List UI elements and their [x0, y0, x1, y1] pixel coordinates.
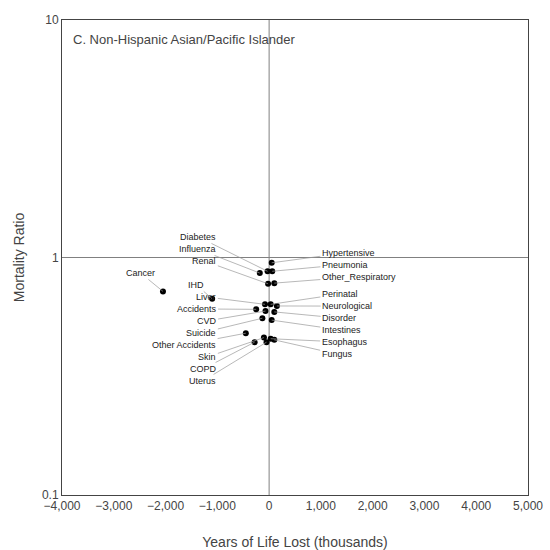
svg-text:Mortality Ratio: Mortality Ratio — [11, 213, 27, 303]
svg-text:Pneumonia: Pneumonia — [322, 260, 368, 270]
svg-text:C. Non-Hispanic Asian/Pacific: C. Non-Hispanic Asian/Pacific Islander — [73, 32, 295, 47]
svg-text:Uterus: Uterus — [189, 376, 216, 386]
svg-text:0: 0 — [266, 499, 273, 513]
svg-text:Neurological: Neurological — [322, 301, 372, 311]
svg-text:Liver: Liver — [196, 292, 216, 302]
svg-text:−2,000: −2,000 — [147, 499, 184, 513]
svg-text:IHD: IHD — [188, 280, 204, 290]
svg-text:Fungus: Fungus — [322, 349, 353, 359]
svg-text:Disorder: Disorder — [322, 313, 356, 323]
svg-text:Years of Life Lost (thousands): Years of Life Lost (thousands) — [202, 534, 388, 550]
svg-text:Suicide: Suicide — [186, 328, 216, 338]
svg-text:0.1: 0.1 — [42, 488, 59, 502]
svg-text:4,000: 4,000 — [461, 499, 491, 513]
svg-text:−3,000: −3,000 — [95, 499, 132, 513]
svg-text:Diabetes: Diabetes — [180, 232, 216, 242]
svg-text:COPD: COPD — [190, 364, 217, 374]
svg-text:5,000: 5,000 — [513, 499, 543, 513]
svg-text:Esophagus: Esophagus — [322, 337, 368, 347]
svg-text:Other_Respiratory: Other_Respiratory — [322, 272, 396, 282]
svg-text:Influenza: Influenza — [179, 244, 216, 254]
svg-text:Perinatal: Perinatal — [322, 289, 358, 299]
svg-text:1,000: 1,000 — [306, 499, 336, 513]
svg-text:1: 1 — [52, 251, 59, 265]
svg-text:CVD: CVD — [197, 316, 217, 326]
svg-text:Cancer: Cancer — [126, 268, 155, 278]
svg-text:Renal: Renal — [192, 256, 216, 266]
svg-text:Other Accidents: Other Accidents — [152, 340, 216, 350]
svg-text:10: 10 — [45, 13, 59, 27]
svg-text:−1,000: −1,000 — [199, 499, 236, 513]
svg-text:−4,000: −4,000 — [43, 499, 80, 513]
svg-text:Hypertensive: Hypertensive — [322, 248, 375, 258]
svg-text:Intestines: Intestines — [322, 325, 361, 335]
svg-text:Skin: Skin — [198, 352, 216, 362]
svg-text:Accidents: Accidents — [177, 304, 217, 314]
svg-text:2,000: 2,000 — [358, 499, 388, 513]
svg-text:3,000: 3,000 — [409, 499, 439, 513]
